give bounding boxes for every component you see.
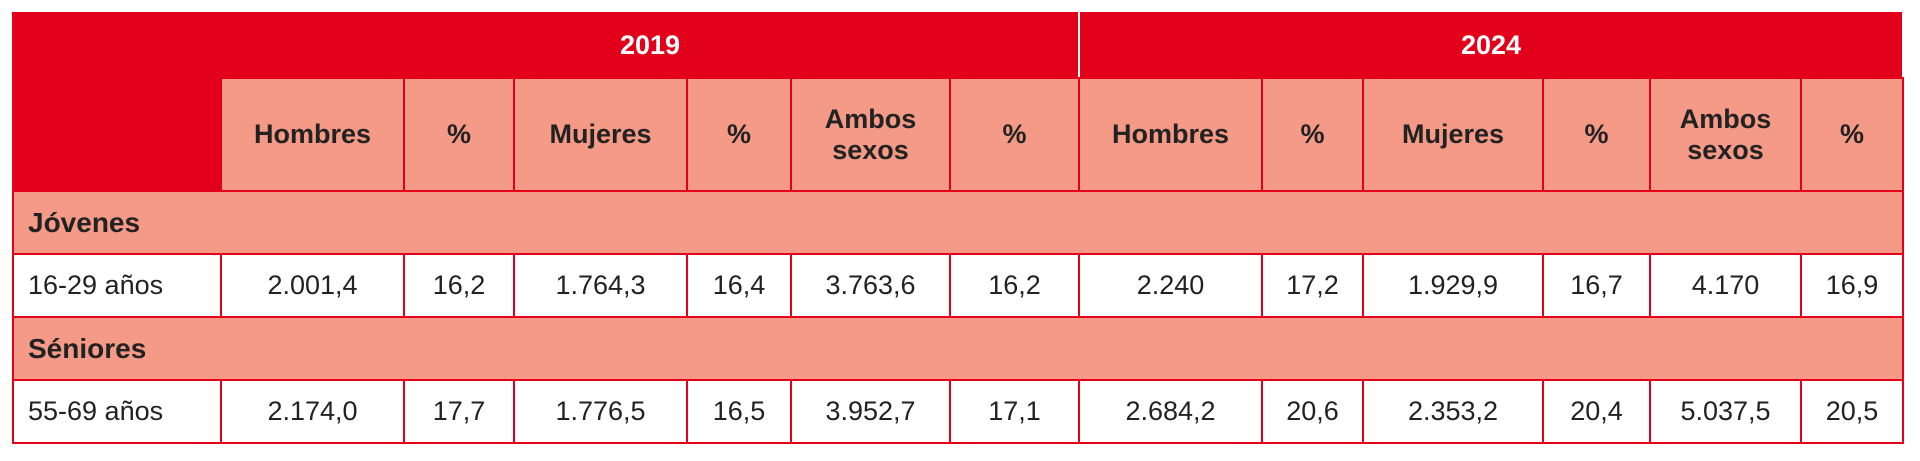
data-cell: 1.776,5	[513, 379, 688, 444]
column-header-text: Mujeres	[549, 119, 652, 149]
section-row: Jóvenes	[11, 190, 1905, 255]
year-header: 2019	[219, 12, 1081, 79]
data-cell: 16,2	[948, 253, 1081, 318]
data-cell: 16,2	[403, 253, 515, 318]
column-header: %	[686, 77, 792, 192]
section-title: Séniores	[11, 316, 1905, 381]
column-header-text: %	[726, 119, 751, 149]
column-header: %	[1542, 77, 1652, 192]
column-header: Hombres	[1078, 77, 1264, 192]
section-title: Jóvenes	[11, 190, 1905, 255]
data-cell: 2.001,4	[220, 253, 405, 318]
data-cell: 4.170	[1649, 253, 1803, 318]
data-cell: 16,7	[1542, 253, 1652, 318]
column-header: Ambos sexos	[1649, 77, 1803, 192]
column-header: Mujeres	[513, 77, 688, 192]
column-header-text: %	[446, 119, 471, 149]
year-header: 2024	[1078, 12, 1905, 79]
column-header-text: %	[1840, 119, 1865, 149]
header-row: 2019 2024	[12, 12, 1905, 192]
column-header: %	[948, 77, 1081, 192]
column-header-text: Ambos sexos	[1679, 103, 1772, 165]
corner-cell	[12, 12, 222, 192]
column-header: %	[1800, 77, 1905, 192]
data-cell: 2.174,0	[220, 379, 405, 444]
column-header-row: Hombres% Mujeres% Ambos sexos% Hombres% Muje…	[13, 77, 1905, 192]
column-header: Hombres	[220, 77, 405, 192]
data-cell: 2.684,2	[1078, 379, 1264, 444]
column-header-text: Mujeres	[1401, 119, 1505, 149]
data-cell: 20,4	[1542, 379, 1652, 444]
data-cell: 20,6	[1261, 379, 1365, 444]
data-cell: 1.929,9	[1362, 253, 1545, 318]
column-header-text: Ambos sexos	[824, 103, 917, 165]
data-cell: 20,5	[1800, 379, 1905, 444]
data-cell: 1.764,3	[513, 253, 688, 318]
data-cell: 3.763,6	[790, 253, 951, 318]
data-cell: 17,7	[403, 379, 515, 444]
column-header-text: Hombres	[1112, 119, 1230, 149]
column-header: %	[1261, 77, 1365, 192]
data-cell: 16,4	[686, 253, 792, 318]
data-row: 55-69 años 2.174,0 17,7 1.776,5 16,5 3.952,7 1…	[12, 379, 1905, 444]
column-header: Ambos sexos	[790, 77, 951, 192]
data-cell: 16,9	[1800, 253, 1905, 318]
section-row: Séniores	[11, 316, 1905, 381]
column-header: Mujeres	[1362, 77, 1545, 192]
data-cell: 17,2	[1261, 253, 1365, 318]
data-row: 16-29 años 2.001,4 16,2 1.764,3 16,4 3.763,6 1…	[12, 253, 1905, 318]
column-header: %	[403, 77, 515, 192]
data-cell: 17,1	[948, 379, 1081, 444]
data-cell: 16,5	[686, 379, 792, 444]
column-header-text: %	[1300, 119, 1325, 149]
column-header-text: %	[1584, 119, 1609, 149]
row-label: 55-69 años	[12, 379, 222, 444]
data-table: 2019 2024 Hombres% Mujeres% Ambos sexos% Homb…	[11, 12, 1905, 444]
data-cell: 3.952,7	[790, 379, 951, 444]
column-header-text: Hombres	[253, 119, 372, 149]
column-header-text: %	[1002, 119, 1027, 149]
data-cell: 5.037,5	[1649, 379, 1803, 444]
data-cell: 2.353,2	[1362, 379, 1545, 444]
data-cell: 2.240	[1078, 253, 1264, 318]
row-label: 16-29 años	[12, 253, 222, 318]
